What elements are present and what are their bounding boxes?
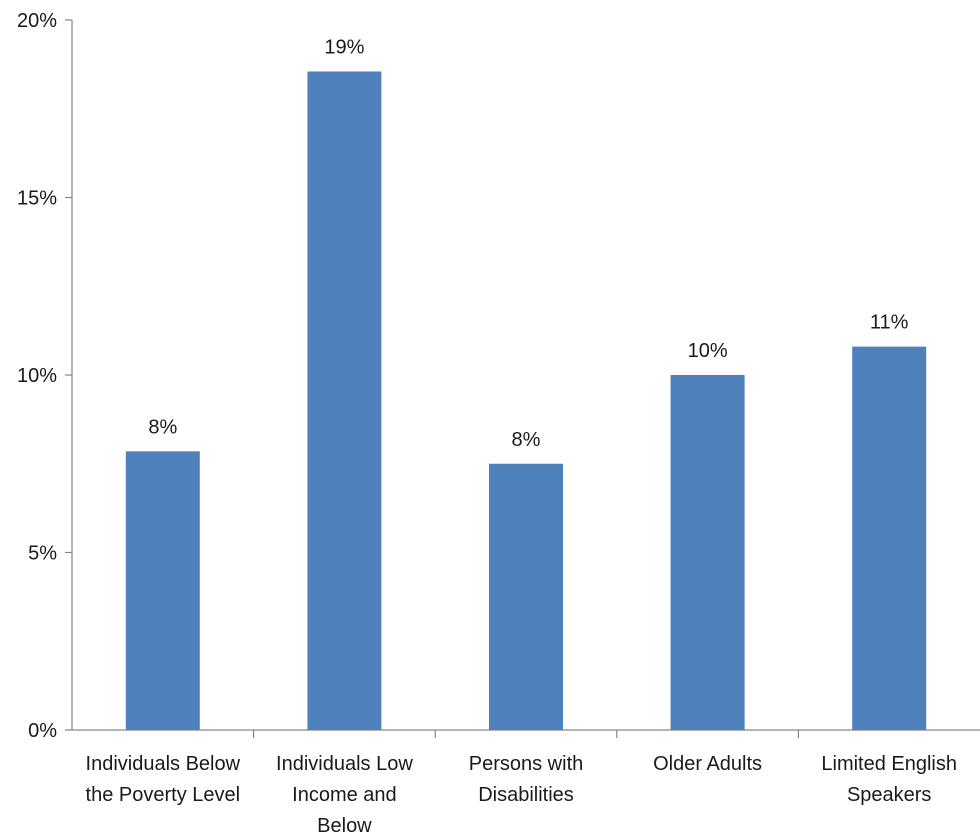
data-label: 10%	[688, 340, 728, 362]
bar	[852, 346, 927, 730]
data-label: 8%	[512, 429, 541, 451]
bar	[489, 463, 563, 730]
bar	[125, 451, 200, 730]
y-tick-label: 15%	[17, 188, 57, 210]
category-labels: Individuals Below the Poverty Level Indivi…	[86, 753, 957, 837]
category-label: Limited English Speakers	[821, 753, 957, 806]
bar	[670, 375, 745, 730]
data-labels: 8% 19% 8% 10% 11%	[148, 36, 908, 450]
category-label: Individuals Low Income and Below	[276, 753, 413, 837]
category-label: Individuals Below the Poverty Level	[86, 753, 241, 806]
data-label: 11%	[870, 312, 909, 334]
data-label: 8%	[148, 416, 177, 438]
y-tick-label: 0%	[28, 720, 57, 742]
bars	[125, 71, 927, 731]
category-label: Persons with Disabilities	[469, 753, 584, 806]
x-axis	[72, 729, 980, 738]
y-tick-label: 5%	[28, 543, 57, 565]
category-label: Older Adults	[653, 753, 762, 775]
bar	[307, 71, 382, 731]
y-axis: 0% 5% 10% 15% 20%	[17, 10, 73, 742]
data-label: 19%	[324, 36, 364, 58]
y-tick-label: 10%	[17, 365, 57, 387]
y-tick-label: 20%	[17, 10, 57, 32]
